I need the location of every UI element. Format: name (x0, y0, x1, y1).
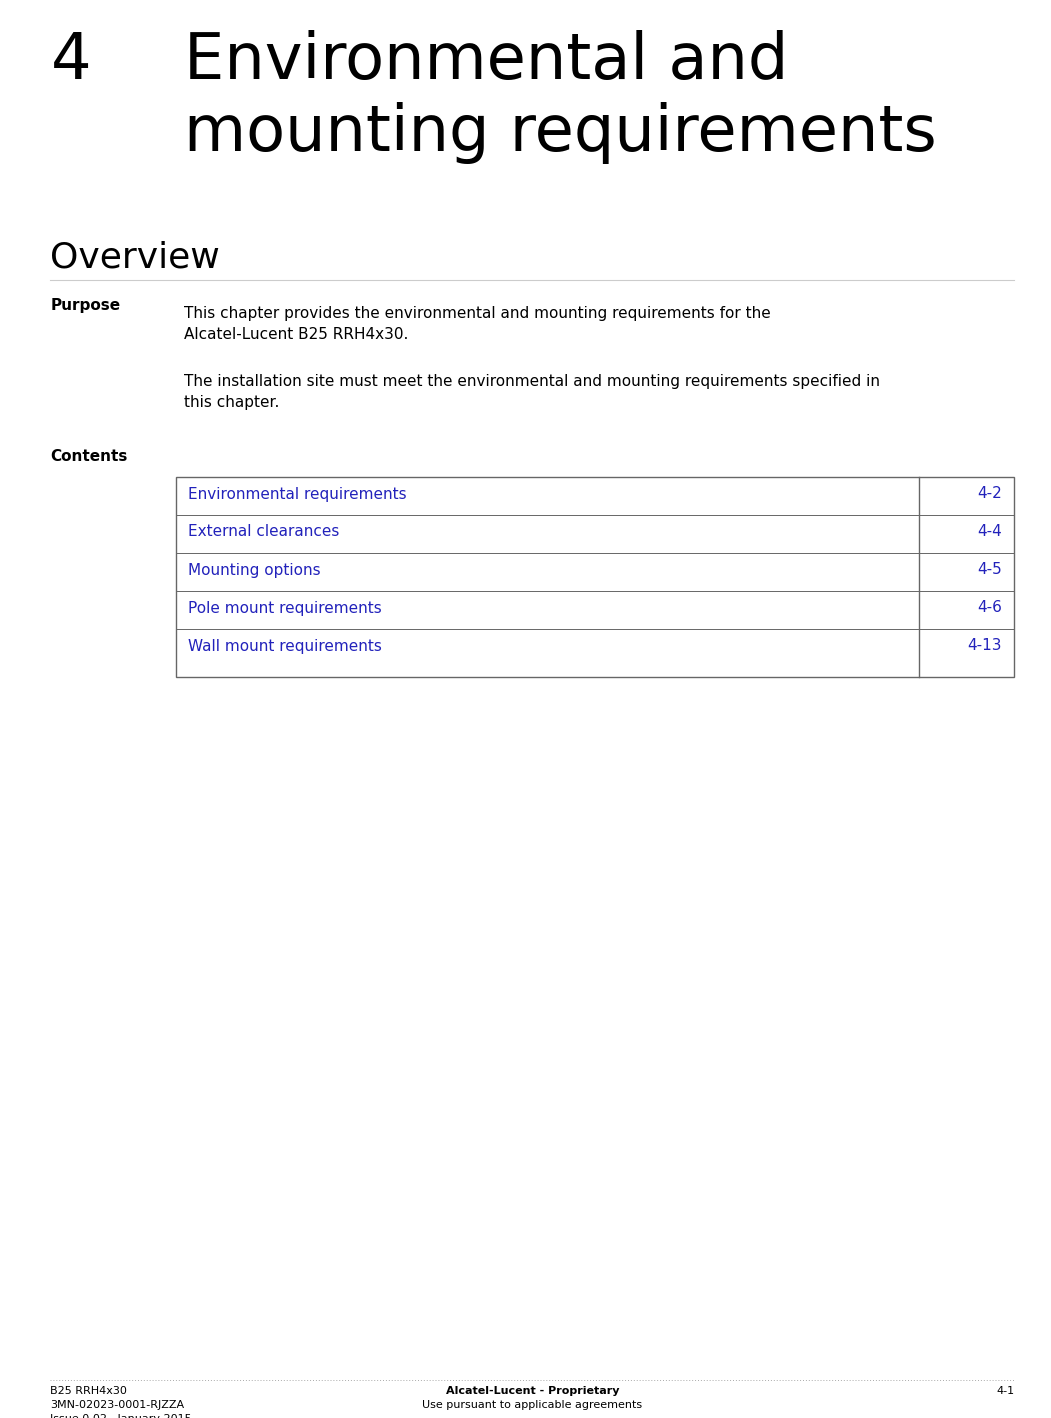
Text: 4-1: 4-1 (996, 1385, 1014, 1395)
Text: Environmental and: Environmental and (184, 30, 788, 92)
Text: Use pursuant to applicable agreements: Use pursuant to applicable agreements (423, 1400, 642, 1409)
Text: Overview: Overview (50, 240, 221, 274)
Text: 4: 4 (50, 30, 91, 92)
Text: 4-6: 4-6 (977, 600, 1003, 615)
Text: 4-4: 4-4 (977, 525, 1003, 539)
Text: Purpose: Purpose (50, 298, 121, 313)
Text: 4-5: 4-5 (977, 563, 1003, 577)
Text: 3MN-02023-0001-RJZZA: 3MN-02023-0001-RJZZA (50, 1400, 185, 1409)
Text: External clearances: External clearances (188, 525, 339, 539)
Text: Mounting options: Mounting options (188, 563, 321, 577)
Text: mounting requirements: mounting requirements (184, 102, 936, 164)
Text: 4-2: 4-2 (977, 486, 1003, 502)
Text: Alcatel-Lucent - Proprietary: Alcatel-Lucent - Proprietary (446, 1385, 619, 1395)
Text: B25 RRH4x30: B25 RRH4x30 (50, 1385, 127, 1395)
Text: Pole mount requirements: Pole mount requirements (188, 600, 382, 615)
Text: Issue 0.02   January 2015: Issue 0.02 January 2015 (50, 1414, 192, 1418)
Text: 4-13: 4-13 (968, 638, 1003, 654)
Text: This chapter provides the environmental and mounting requirements for the
Alcate: This chapter provides the environmental … (184, 306, 770, 342)
Text: Environmental requirements: Environmental requirements (188, 486, 407, 502)
Text: The installation site must meet the environmental and mounting requirements spec: The installation site must meet the envi… (184, 374, 880, 410)
Bar (176, 476, 1014, 676)
Text: Contents: Contents (50, 450, 128, 464)
Text: Wall mount requirements: Wall mount requirements (188, 638, 382, 654)
